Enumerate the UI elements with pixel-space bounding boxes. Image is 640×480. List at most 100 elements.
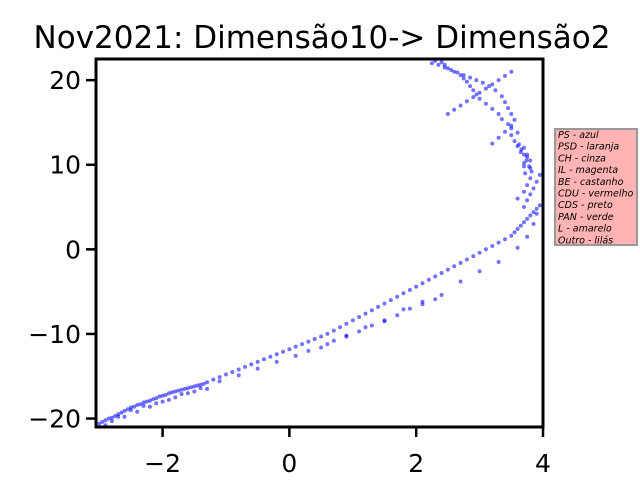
data-point — [519, 147, 524, 152]
data-point — [338, 325, 343, 330]
data-point — [496, 112, 501, 116]
legend-entry: PAN - verde — [558, 212, 614, 223]
data-point — [230, 370, 235, 374]
data-point — [109, 419, 114, 424]
data-point — [509, 123, 514, 128]
data-point — [306, 339, 311, 344]
data-point — [534, 211, 539, 216]
data-point — [293, 344, 298, 349]
data-point — [512, 117, 517, 122]
legend-entry: PSD - laranja — [558, 142, 619, 153]
data-point — [503, 129, 507, 134]
data-point — [189, 385, 194, 390]
data-point — [506, 106, 511, 111]
legend-entry: BE - castanho — [558, 177, 624, 188]
data-point — [170, 390, 175, 395]
data-point — [319, 345, 324, 350]
data-point — [331, 338, 336, 343]
data-point — [527, 164, 532, 169]
data-point — [325, 342, 330, 347]
data-point — [490, 141, 495, 146]
data-point — [395, 313, 400, 318]
data-point — [518, 223, 523, 228]
data-point — [474, 92, 479, 97]
data-point — [503, 237, 507, 242]
data-point — [268, 354, 273, 359]
data-point — [461, 76, 466, 81]
data-point — [503, 100, 507, 105]
data-point — [141, 403, 146, 408]
data-point — [439, 60, 444, 65]
legend-box — [554, 128, 638, 246]
data-point — [350, 318, 355, 323]
data-point — [522, 152, 526, 157]
data-point — [471, 95, 476, 100]
data-point — [163, 392, 168, 397]
data-point — [445, 112, 450, 116]
data-point — [293, 353, 298, 358]
data-point — [474, 78, 479, 83]
data-point — [103, 418, 108, 423]
data-point — [122, 408, 127, 413]
data-point — [515, 196, 520, 201]
data-point — [116, 414, 121, 419]
data-point — [426, 277, 431, 282]
data-point — [442, 65, 447, 70]
data-point — [534, 206, 539, 211]
data-point — [160, 399, 165, 404]
y-axis: −20 −10 0 10 20 — [28, 66, 96, 434]
data-point — [166, 391, 171, 396]
data-point — [236, 367, 241, 372]
data-point — [515, 245, 520, 250]
data-point — [524, 158, 529, 163]
data-point — [407, 288, 412, 292]
data-point — [109, 415, 114, 420]
data-points — [97, 58, 542, 428]
data-point — [531, 222, 536, 226]
data-point — [445, 66, 450, 71]
data-point — [537, 172, 542, 177]
data-point — [195, 383, 200, 388]
data-point — [499, 94, 504, 99]
data-point — [100, 419, 105, 424]
chart-title: Nov2021: Dimensão10-> Dimensão2 — [34, 20, 611, 56]
legend-entry: CDU - vermelho — [558, 189, 634, 200]
data-point — [201, 381, 206, 386]
data-point — [147, 398, 152, 403]
data-point — [537, 203, 542, 208]
data-point — [452, 264, 457, 269]
data-point — [182, 386, 187, 391]
y-tick-label: 10 — [49, 151, 81, 180]
data-point — [217, 375, 222, 380]
data-point — [477, 90, 482, 95]
data-point — [522, 164, 526, 169]
data-point — [154, 396, 159, 401]
x-tick-label: 2 — [408, 449, 424, 478]
data-point — [430, 61, 434, 66]
data-point — [287, 347, 292, 352]
data-point — [468, 75, 473, 80]
data-point — [468, 84, 473, 89]
legend-entry: Outro - lilás — [558, 235, 613, 246]
data-point — [179, 392, 184, 396]
data-point — [449, 68, 454, 72]
data-point — [525, 234, 530, 239]
data-point — [357, 329, 362, 334]
data-point — [382, 319, 387, 324]
data-point — [401, 307, 406, 312]
data-point — [525, 152, 530, 157]
data-point — [166, 397, 171, 402]
data-point — [255, 366, 260, 371]
data-point — [144, 399, 149, 404]
data-point — [395, 294, 400, 299]
data-point — [458, 73, 463, 78]
data-point — [420, 302, 425, 307]
x-tick-label: 4 — [535, 449, 551, 478]
y-tick-label: 20 — [49, 66, 81, 95]
legend-entry: CH - cinza — [558, 153, 606, 164]
data-point — [483, 247, 488, 252]
data-point — [224, 372, 228, 377]
data-point — [506, 122, 511, 127]
data-point — [135, 409, 140, 414]
